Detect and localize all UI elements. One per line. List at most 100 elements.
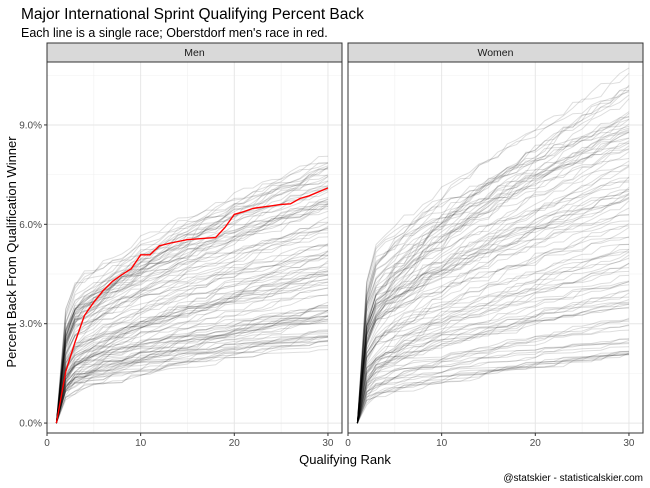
race-line [356,324,630,424]
race-line [55,301,329,424]
race-line [55,254,329,424]
race-line [356,207,630,424]
race-line [55,205,329,424]
race-line [55,284,329,424]
race-line [356,196,630,424]
race-line [55,340,329,424]
x-tick-label: 0 [44,438,50,449]
race-line [55,221,329,424]
race-line [55,287,329,424]
race-line [356,86,630,424]
panel-border [347,61,644,434]
race-line [55,167,329,424]
race-line [356,248,630,424]
chart-caption: @statskier - statisticalskier.com [503,473,643,484]
race-line [356,338,630,424]
race-line [356,320,630,424]
race-line [55,341,329,424]
x-axis-title: Qualifying Rank [299,452,391,467]
race-line [55,281,329,424]
race-line [55,333,329,424]
race-line [55,305,329,424]
race-line [55,244,329,424]
race-line [55,310,329,424]
race-line [356,274,630,424]
x-tick-label: 30 [322,438,334,449]
race-line [356,116,630,424]
race-line [356,165,630,424]
x-tick-label: 30 [623,438,635,449]
race-line [356,131,630,424]
race-line [356,142,630,424]
race-line [356,90,630,424]
race-line [356,290,630,424]
race-line [356,164,630,424]
race-line [55,162,329,424]
race-line [356,254,630,424]
race-line [356,350,630,424]
race-line [356,263,630,424]
race-line [356,151,630,424]
race-line [55,310,329,424]
race-line [55,244,329,424]
race-line [55,155,329,424]
race-line [55,278,329,424]
race-line [356,267,630,424]
y-axis-title: Percent Back From Qualification Winner [4,136,19,368]
race-line [55,274,329,424]
race-line [55,273,329,424]
race-line [55,225,329,424]
race-line [356,351,630,424]
race-line [55,270,329,424]
race-line [356,281,630,424]
race-line [356,176,630,424]
race-line [356,123,630,424]
race-line [356,180,630,424]
race-line [356,251,630,424]
race-line [356,98,630,424]
race-line [356,303,630,424]
race-line [55,258,329,424]
race-line [55,255,329,424]
race-line [55,204,329,424]
race-line [356,89,630,424]
race-line [55,315,329,424]
race-line [356,343,630,424]
race-line [356,160,630,424]
x-tick-label: 10 [436,438,448,449]
race-line [55,315,329,424]
race-line [55,340,329,424]
race-line [356,131,630,424]
race-line [55,339,329,424]
race-line [55,305,329,424]
race-line [55,281,329,424]
race-line [356,118,630,424]
race-line [55,180,329,424]
race-line [55,203,329,424]
x-tick-label: 20 [229,438,241,449]
race-line [356,299,630,424]
race-line [356,158,630,424]
race-line [356,251,630,424]
race-line [356,197,630,424]
race-line [356,132,630,424]
race-line [55,243,329,424]
race-line [55,336,329,424]
race-line [356,181,630,424]
race-line [356,119,630,424]
race-line [356,296,630,424]
race-line [55,197,329,424]
race-line [356,281,630,424]
race-line [356,325,630,424]
race-line [55,227,329,424]
race-line [55,210,329,424]
race-line [356,223,630,424]
race-line [356,193,630,424]
race-line [55,162,329,424]
race-line [356,257,630,424]
chart-title: Major International Sprint Qualifying Pe… [21,6,364,23]
race-line [55,250,329,424]
race-line [55,334,329,424]
race-line [55,202,329,424]
x-tick-label: 10 [135,438,147,449]
